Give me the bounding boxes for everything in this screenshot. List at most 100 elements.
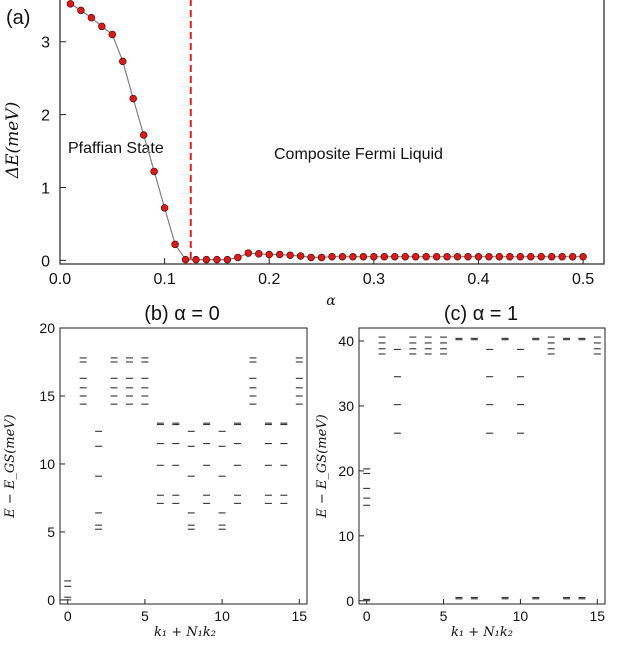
data-point bbox=[380, 252, 389, 261]
data-point bbox=[87, 13, 96, 22]
data-point bbox=[213, 255, 221, 264]
panel-a-xlabel: α bbox=[326, 293, 336, 309]
x-tick-label: 0.5 bbox=[572, 271, 594, 288]
data-point bbox=[359, 252, 368, 261]
data-point bbox=[464, 252, 472, 261]
x-tick-label: 0.4 bbox=[467, 271, 489, 288]
x-tick-label: 15 bbox=[291, 608, 307, 624]
x-tick-label: 0.2 bbox=[258, 271, 280, 288]
y-tick-label: 2 bbox=[41, 108, 50, 125]
data-point bbox=[192, 255, 200, 264]
data-point bbox=[223, 255, 232, 264]
x-tick-label: 0.0 bbox=[49, 271, 71, 288]
panel-a-frame bbox=[59, 0, 605, 265]
data-point bbox=[432, 252, 441, 261]
data-point bbox=[349, 252, 357, 261]
panel-c-xlabel: k₁ + N₁k₂ bbox=[451, 625, 513, 640]
data-point bbox=[411, 252, 420, 261]
data-point bbox=[296, 252, 305, 260]
panel-b-frame bbox=[59, 327, 308, 605]
data-point bbox=[129, 94, 137, 103]
data-point bbox=[139, 131, 148, 139]
y-tick-label: 40 bbox=[338, 333, 354, 349]
y-tick-label: 15 bbox=[39, 388, 55, 404]
data-point bbox=[422, 252, 430, 261]
y-tick-label: 3 bbox=[41, 35, 50, 52]
data-point bbox=[391, 252, 399, 261]
data-point bbox=[485, 252, 493, 261]
data-point bbox=[579, 252, 587, 261]
x-tick-label: 5 bbox=[440, 608, 448, 624]
panel-c-ylabel: E − E_GS(meV) bbox=[315, 414, 330, 518]
data-point bbox=[328, 252, 336, 261]
x-tick-label: 15 bbox=[590, 608, 606, 624]
panel-a-plot bbox=[66, 0, 587, 264]
x-tick-label: 5 bbox=[141, 608, 149, 624]
data-point bbox=[265, 250, 273, 259]
data-point bbox=[506, 252, 514, 261]
y-tick-label: 10 bbox=[39, 456, 55, 472]
data-point bbox=[119, 57, 127, 66]
y-tick-label: 1 bbox=[41, 180, 50, 197]
panel-b-title: (b) α = 0 bbox=[144, 303, 219, 325]
panel-a: (a) ΔE(meV) α Pfaffian State Composite F… bbox=[3, 0, 605, 309]
panel-b-plot bbox=[64, 357, 303, 601]
x-tick-label: 0.1 bbox=[153, 271, 175, 288]
panel-a-y-ticks: 0 1 2 3 bbox=[41, 35, 66, 270]
data-point bbox=[181, 255, 190, 264]
x-tick-label: 10 bbox=[214, 608, 230, 624]
panel-a-label: (a) bbox=[6, 7, 30, 29]
data-point bbox=[453, 252, 462, 261]
panel-b: (b) α = 0 k₁ + N₁k₂ E − E_GS(meV) 0 5 10 15… bbox=[3, 303, 308, 640]
x-tick-label: 0 bbox=[64, 608, 72, 624]
panel-c-y-ticks: 0 10 20 30 40 bbox=[338, 333, 364, 609]
data-point bbox=[338, 252, 347, 261]
data-point bbox=[401, 252, 409, 261]
data-point bbox=[66, 0, 75, 8]
panel-a-x-ticks: 0.0 0.1 0.2 0.3 0.4 0.5 bbox=[49, 258, 594, 288]
panel-c-title: (c) α = 1 bbox=[444, 303, 518, 325]
data-point bbox=[275, 250, 284, 259]
data-point bbox=[255, 250, 263, 258]
data-point bbox=[108, 30, 117, 39]
data-point bbox=[443, 252, 451, 261]
y-tick-label: 20 bbox=[39, 320, 55, 336]
data-point bbox=[244, 249, 253, 257]
data-point bbox=[568, 252, 577, 261]
data-point bbox=[537, 252, 545, 261]
data-point bbox=[286, 251, 294, 260]
data-point bbox=[370, 252, 378, 261]
annotation-cfl: Composite Fermi Liquid bbox=[274, 146, 443, 163]
y-tick-label: 10 bbox=[338, 528, 354, 544]
data-point bbox=[234, 253, 242, 262]
y-tick-label: 20 bbox=[338, 463, 354, 479]
data-point bbox=[160, 204, 169, 212]
data-point bbox=[527, 252, 535, 261]
x-tick-label: 0.3 bbox=[363, 271, 385, 288]
panel-a-ylabel: ΔE(meV) bbox=[3, 102, 23, 179]
panel-b-ylabel: E − E_GS(meV) bbox=[3, 414, 18, 518]
y-tick-label: 5 bbox=[47, 524, 55, 540]
series-line bbox=[70, 3, 584, 261]
y-tick-label: 30 bbox=[338, 398, 354, 414]
data-point bbox=[317, 253, 326, 262]
data-point bbox=[171, 240, 179, 249]
data-point bbox=[307, 253, 315, 262]
y-tick-label: 0 bbox=[41, 253, 50, 270]
data-point bbox=[474, 252, 483, 261]
panel-b-x-ticks: 0 5 10 15 bbox=[64, 599, 307, 624]
y-tick-label: 0 bbox=[47, 592, 55, 608]
x-tick-label: 10 bbox=[513, 608, 529, 624]
panel-c: (c) α = 1 k₁ + N₁k₂ E − E_GS(meV) 0 5 10 15… bbox=[315, 303, 606, 640]
panel-c-plot bbox=[363, 336, 601, 602]
data-point bbox=[77, 6, 85, 15]
data-point bbox=[495, 252, 504, 261]
data-point bbox=[547, 252, 556, 261]
data-point bbox=[516, 252, 525, 261]
panel-c-frame bbox=[358, 327, 606, 605]
panel-c-x-ticks: 0 5 10 15 bbox=[363, 599, 606, 624]
data-point bbox=[558, 252, 566, 261]
panel-b-y-ticks: 0 5 10 15 20 bbox=[39, 320, 65, 608]
y-tick-label: 0 bbox=[346, 593, 354, 609]
